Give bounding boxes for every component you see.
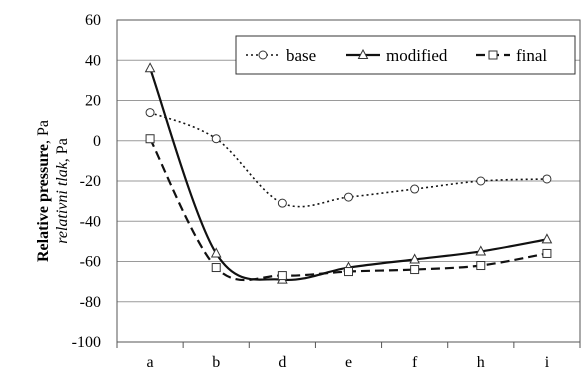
- data-point-modified: [475, 245, 487, 256]
- legend: base modified final: [235, 35, 576, 75]
- legend-label-modified: modified: [386, 46, 448, 65]
- y-tick-label: 60: [85, 12, 101, 29]
- y-tick-label: 40: [85, 52, 101, 69]
- y-axis-label-sub-unit: , Pa: [54, 138, 71, 162]
- data-point-final: [145, 134, 155, 144]
- y-tick-label: 20: [85, 93, 101, 110]
- legend-item-modified: modified: [346, 46, 448, 65]
- legend-marker-base: [258, 50, 268, 60]
- data-point-base: [410, 184, 420, 194]
- data-point-modified: [144, 62, 156, 73]
- y-axis-title: Relative pressure, Pa relativni tlak, Pa: [35, 120, 71, 262]
- legend-label-final: final: [516, 46, 547, 65]
- data-point-modified: [409, 253, 420, 264]
- y-axis-label-main: Relative pressure, Pa: [35, 120, 52, 262]
- x-tick-label: f: [412, 354, 418, 371]
- y-tick-label: -20: [80, 173, 101, 190]
- tick-labels: 60 40 20 0 -20 -40 -60 -80 -100 a b d e f h i: [72, 12, 550, 371]
- y-axis-label-sub-text: relativni tlak: [54, 161, 71, 244]
- data-point-base: [145, 108, 155, 118]
- legend-marker-final: [488, 50, 498, 60]
- data-point-final: [410, 265, 420, 275]
- axes: [116, 19, 581, 348]
- x-tick-label: h: [477, 354, 485, 371]
- series-final: [145, 134, 552, 282]
- data-point-final: [476, 261, 486, 271]
- legend-marker-modified: [357, 48, 369, 59]
- data-point-final: [542, 248, 552, 258]
- data-point-base: [476, 176, 486, 186]
- x-tick-label: b: [212, 354, 220, 371]
- y-tick-label: -80: [80, 294, 101, 311]
- y-tick-label: -100: [72, 334, 101, 351]
- series: [144, 62, 553, 284]
- y-axis-label-sub: relativni tlak, Pa: [54, 138, 71, 244]
- data-point-modified: [541, 233, 553, 244]
- y-tick-label: -60: [80, 254, 101, 271]
- data-point-final: [344, 267, 353, 277]
- legend-item-base: base: [246, 46, 316, 65]
- y-axis-label-main-unit: , Pa: [35, 120, 52, 144]
- x-tick-label: a: [147, 354, 154, 371]
- y-tick-label: 0: [93, 133, 101, 150]
- data-point-modified: [210, 247, 222, 258]
- y-axis-label-main-text: Relative pressure: [35, 144, 52, 262]
- data-point-base: [542, 174, 552, 184]
- series-line-final: [149, 138, 548, 282]
- x-tick-label: d: [278, 354, 286, 371]
- legend-label-base: base: [286, 46, 316, 65]
- series-modified: [144, 62, 553, 284]
- data-point-base: [344, 192, 353, 202]
- plot-frame: [116, 19, 581, 343]
- legend-box: [235, 35, 576, 75]
- legend-item-final: final: [476, 46, 547, 65]
- data-point-base: [277, 198, 287, 208]
- data-point-final: [211, 263, 221, 273]
- x-tick-label: i: [545, 354, 550, 371]
- series-base: [145, 108, 552, 208]
- data-point-final: [277, 271, 287, 281]
- x-tick-label: e: [345, 354, 352, 371]
- series-line-base: [149, 111, 547, 208]
- data-point-base: [211, 134, 221, 144]
- y-tick-label: -40: [80, 213, 101, 230]
